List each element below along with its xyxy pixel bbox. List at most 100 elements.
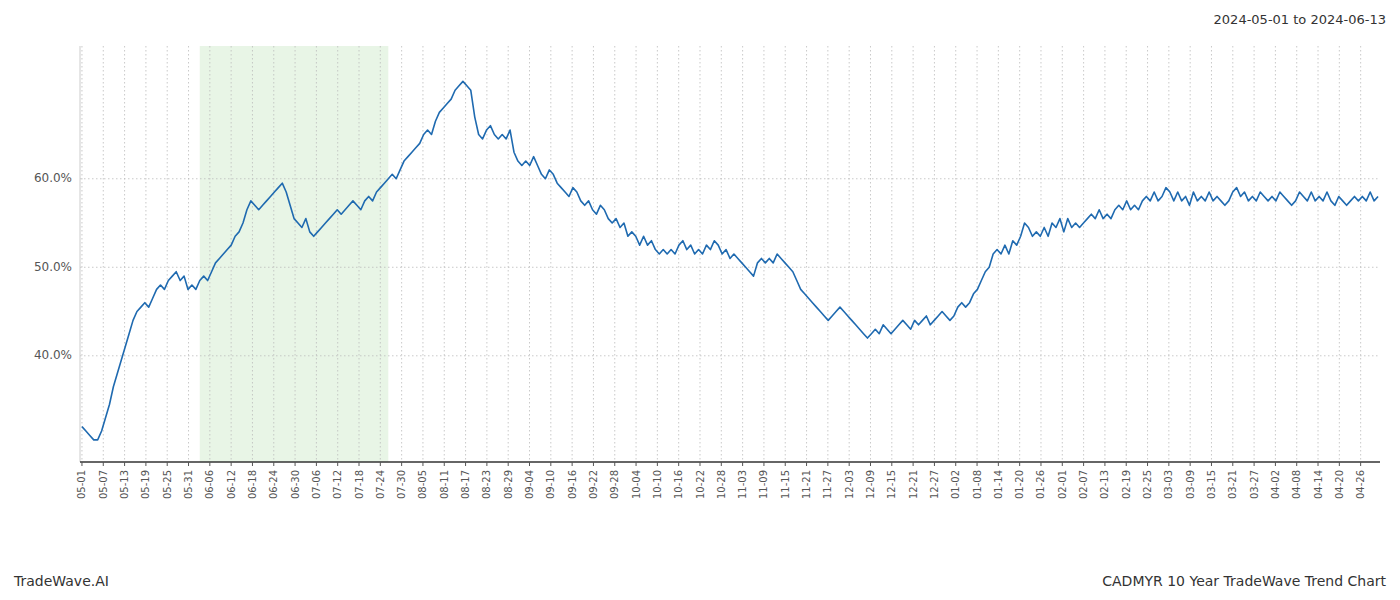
x-grid-line [678,46,679,462]
x-tick-mark [1232,462,1233,466]
x-tick-label: 07-12 [332,470,343,499]
x-tick-mark [1360,462,1361,466]
x-tick-mark [763,462,764,466]
x-grid-line [934,46,935,462]
x-grid-line [1062,46,1063,462]
x-tick-mark [934,462,935,466]
x-tick-mark [103,462,104,466]
x-grid-line [849,46,850,462]
x-grid-line [465,46,466,462]
x-tick-label: 07-24 [375,470,386,499]
x-grid-line [1296,46,1297,462]
x-tick-label: 10-28 [716,470,727,499]
x-tick-mark [401,462,402,466]
x-grid-line [955,46,956,462]
x-tick-mark [1254,462,1255,466]
x-tick-mark [550,462,551,466]
x-grid-line [977,46,978,462]
x-tick-label: 12-27 [929,470,940,499]
x-tick-mark [614,462,615,466]
x-tick-label: 06-30 [290,470,301,499]
x-tick-label: 04-20 [1334,470,1345,499]
x-grid-line [699,46,700,462]
x-tick-label: 04-08 [1291,470,1302,499]
x-tick-label: 08-17 [460,470,471,499]
x-tick-label: 12-21 [908,470,919,499]
x-tick-mark [1147,462,1148,466]
x-tick-mark [849,462,850,466]
x-tick-mark [721,462,722,466]
x-grid-line [422,46,423,462]
x-tick-mark [124,462,125,466]
x-tick-label: 10-10 [652,470,663,499]
x-grid-line [657,46,658,462]
x-grid-line [1083,46,1084,462]
x-tick-mark [444,462,445,466]
x-tick-mark [699,462,700,466]
x-grid-line [913,46,914,462]
x-tick-label: 05-19 [140,470,151,499]
x-tick-label: 03-15 [1206,470,1217,499]
x-grid-line [103,46,104,462]
x-grid-line [763,46,764,462]
x-grid-line [486,46,487,462]
x-grid-line [827,46,828,462]
x-tick-mark [167,462,168,466]
x-grid-line [1360,46,1361,462]
x-tick-label: 04-14 [1313,470,1324,499]
x-tick-label: 09-28 [609,470,620,499]
x-tick-mark [1104,462,1105,466]
x-tick-mark [977,462,978,466]
x-grid-line [1275,46,1276,462]
x-tick-label: 05-13 [119,470,130,499]
x-tick-mark [465,462,466,466]
x-tick-mark [1211,462,1212,466]
x-grid-line [1168,46,1169,462]
x-tick-mark [252,462,253,466]
x-tick-mark [1062,462,1063,466]
x-grid-line [359,46,360,462]
footer-right: CADMYR 10 Year TradeWave Trend Chart [1102,573,1386,589]
x-axis-line [80,461,1380,463]
x-tick-label: 03-03 [1163,470,1174,499]
x-grid-line [337,46,338,462]
x-grid-line [81,46,82,462]
x-grid-line [1211,46,1212,462]
x-tick-label: 10-22 [695,470,706,499]
x-grid-line [742,46,743,462]
x-grid-line [785,46,786,462]
footer-left: TradeWave.AI [13,573,109,589]
x-tick-label: 04-02 [1270,470,1281,499]
x-grid-line [1104,46,1105,462]
x-tick-label: 06-24 [268,470,279,499]
highlight-band [200,46,389,462]
x-tick-mark [1168,462,1169,466]
x-tick-label: 09-04 [524,470,535,499]
x-tick-mark [380,462,381,466]
x-tick-mark [1126,462,1127,466]
x-tick-mark [231,462,232,466]
x-tick-mark [529,462,530,466]
x-tick-label: 02-07 [1078,470,1089,499]
x-tick-mark [316,462,317,466]
x-tick-label: 12-15 [886,470,897,499]
x-grid-line [508,46,509,462]
x-grid-line [1318,46,1319,462]
x-tick-mark [1339,462,1340,466]
x-tick-mark [486,462,487,466]
x-tick-mark [636,462,637,466]
x-tick-label: 05-25 [162,470,173,499]
x-grid-line [550,46,551,462]
x-tick-mark [1318,462,1319,466]
x-tick-label: 08-23 [481,470,492,499]
x-tick-label: 10-16 [673,470,684,499]
x-grid-line [167,46,168,462]
x-grid-line [1339,46,1340,462]
x-tick-label: 07-30 [396,470,407,499]
highlight-group [200,46,389,462]
title: 2024-05-01 to 2024-06-13 [1214,12,1386,27]
x-grid-line [1019,46,1020,462]
x-grid-line [870,46,871,462]
x-grid-line [529,46,530,462]
x-grid-line [891,46,892,462]
